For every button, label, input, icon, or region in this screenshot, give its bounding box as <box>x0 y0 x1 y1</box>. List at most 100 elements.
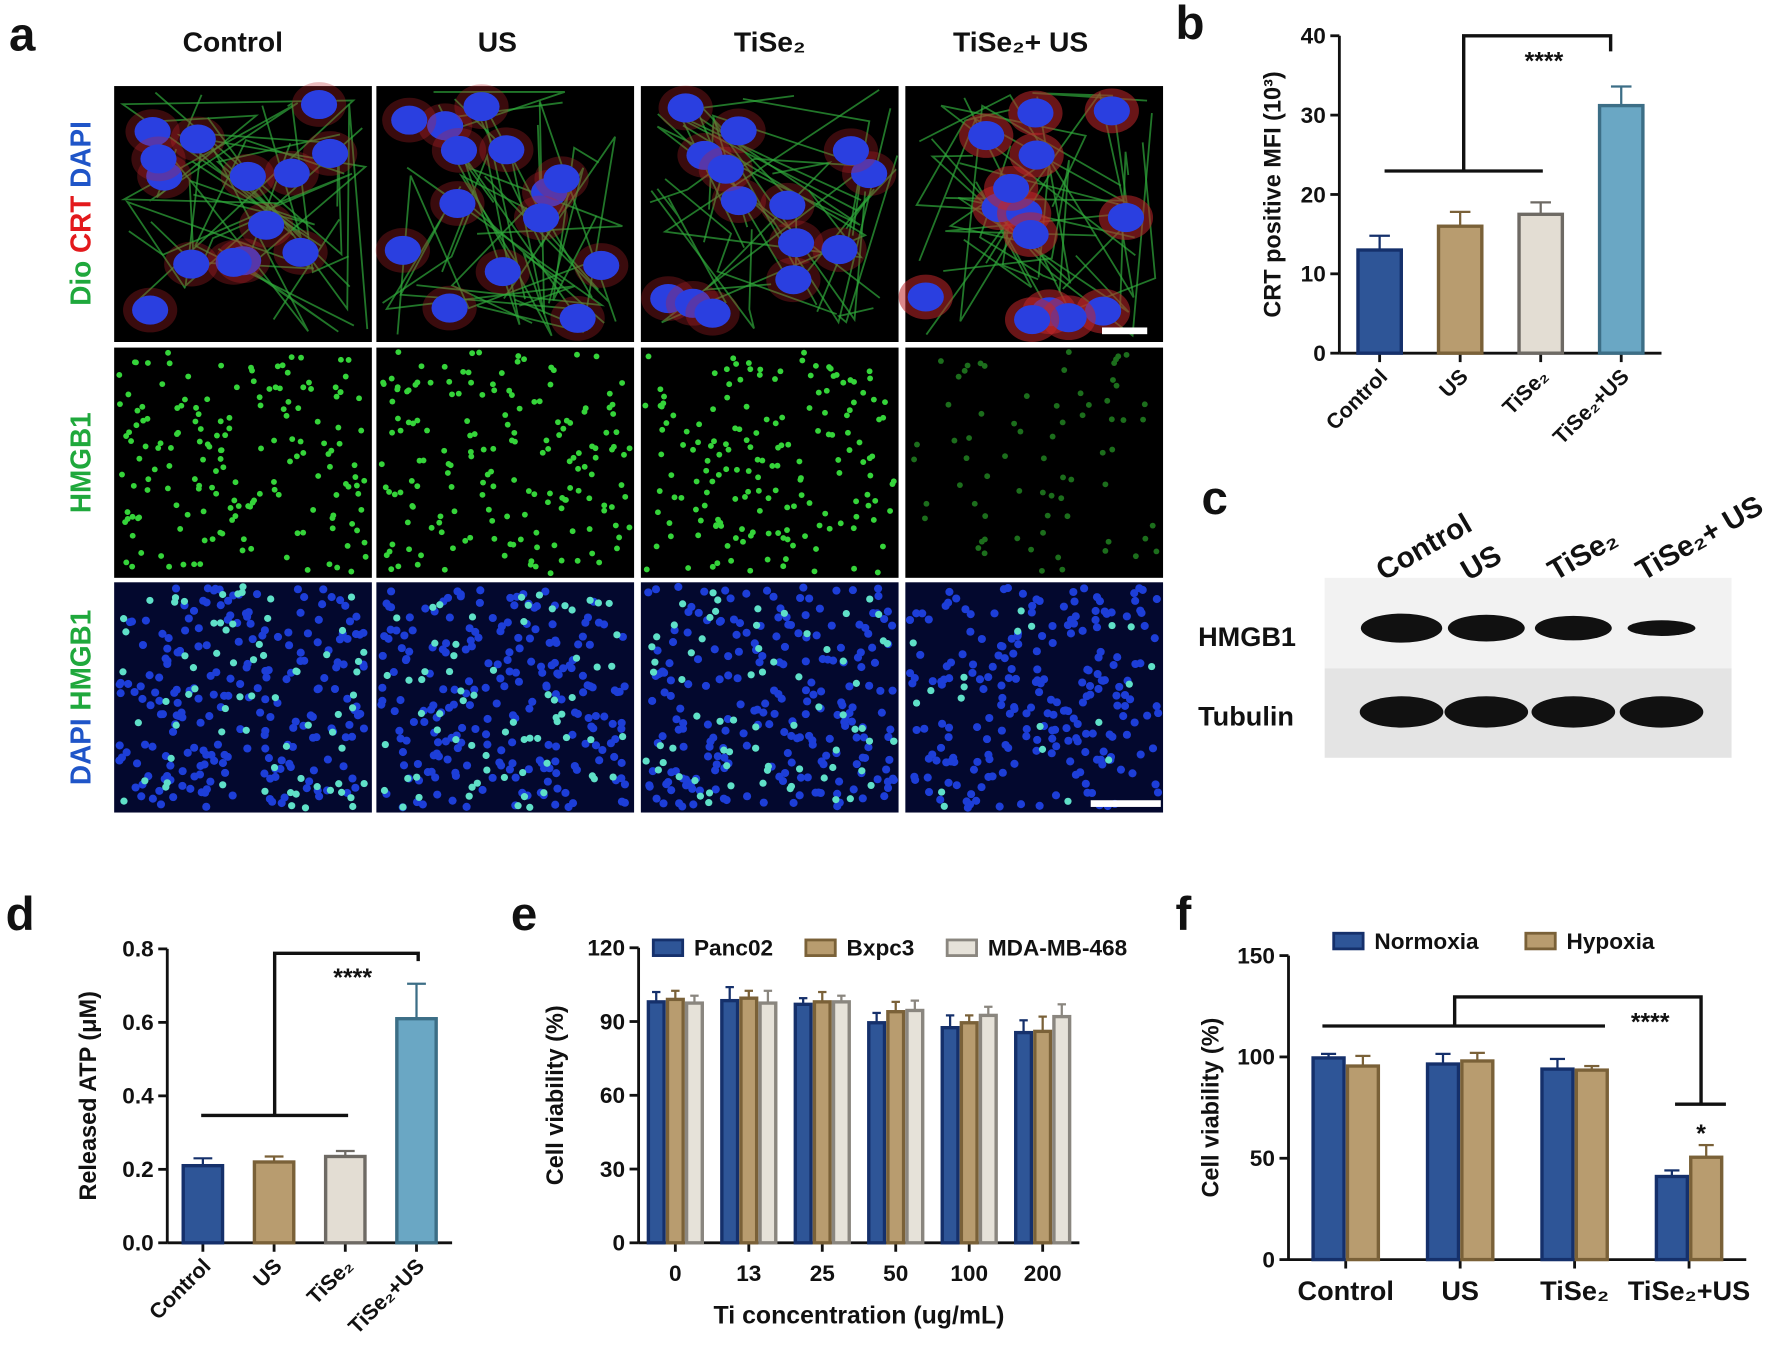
nucleus-dot <box>766 495 772 501</box>
nucleus-dot <box>726 447 732 453</box>
nucleus-dot <box>827 526 833 532</box>
nucleus-dot <box>695 439 701 445</box>
nucleus-dot <box>305 567 311 573</box>
nucleus-dot <box>358 428 364 434</box>
nucleus-dot <box>663 420 669 426</box>
nucleus-dot <box>1068 477 1074 483</box>
nucleus-dot <box>847 795 854 802</box>
nucleus-dot <box>234 384 240 390</box>
nucleus-dot <box>508 738 516 746</box>
nucleus-dot <box>770 686 778 694</box>
nucleus-dot <box>125 509 131 515</box>
nucleus-dot <box>1089 730 1097 738</box>
nucleus-dot <box>387 626 395 634</box>
nucleus <box>274 159 310 188</box>
nucleus-dot <box>196 771 204 779</box>
nucleus-dot <box>404 389 410 395</box>
bar <box>834 1002 850 1243</box>
nucleus-dot <box>808 736 816 744</box>
nucleus-dot <box>573 766 581 774</box>
nucleus-dot <box>653 633 660 640</box>
nucleus-dot <box>720 795 728 803</box>
nucleus-dot <box>705 743 713 751</box>
nucleus-dot <box>243 744 251 752</box>
nucleus-dot <box>308 386 314 392</box>
nucleus-dot <box>809 691 817 699</box>
nucleus-dot <box>119 472 125 478</box>
nucleus-dot <box>130 533 136 539</box>
row-label-word: Dio <box>65 261 96 306</box>
nucleus-dot <box>1083 789 1091 797</box>
nucleus-dot <box>938 358 944 364</box>
nucleus-dot <box>247 620 255 628</box>
nucleus-dot <box>158 630 166 638</box>
nucleus-dot <box>667 768 675 776</box>
nucleus-dot <box>690 447 696 453</box>
nucleus <box>523 203 559 232</box>
nucleus-dot <box>155 697 163 705</box>
nucleus-dot <box>1128 769 1136 777</box>
nucleus-dot <box>493 700 501 708</box>
nucleus-dot <box>867 455 873 461</box>
nucleus-dot <box>469 613 476 620</box>
nucleus-dot <box>151 688 159 696</box>
nucleus-dot <box>964 455 970 461</box>
nucleus-dot <box>787 621 795 629</box>
nucleus <box>216 248 252 277</box>
nucleus-dot <box>389 430 395 436</box>
nucleus-dot <box>276 492 282 498</box>
nucleus-dot <box>507 541 513 547</box>
nucleus-dot <box>515 678 523 686</box>
nucleus-dot <box>610 411 616 417</box>
nucleus-dot <box>968 669 976 677</box>
nucleus <box>720 116 756 145</box>
nucleus-dot <box>999 769 1007 777</box>
nucleus-dot <box>709 734 717 742</box>
nucleus-dot <box>756 488 762 494</box>
nucleus-dot <box>453 587 461 595</box>
nucleus-dot <box>1106 539 1112 545</box>
nucleus-dot <box>817 523 823 529</box>
nucleus-dot <box>858 767 865 774</box>
nucleus-dot <box>603 430 609 436</box>
nucleus-dot <box>944 779 952 787</box>
nucleus-dot <box>505 648 513 656</box>
nucleus-dot <box>512 774 520 782</box>
bar <box>254 1162 293 1243</box>
nucleus-dot <box>669 638 677 646</box>
nucleus-dot <box>1109 447 1115 453</box>
nucleus-dot <box>162 655 170 663</box>
nucleus-dot <box>867 473 873 479</box>
nucleus-dot <box>224 692 232 700</box>
nucleus-dot <box>695 609 703 617</box>
nucleus-dot <box>1110 661 1118 669</box>
nucleus-dot <box>295 405 301 411</box>
panel-label: b <box>1175 0 1204 50</box>
nucleus-dot <box>157 710 165 718</box>
nucleus-dot <box>772 632 780 640</box>
nucleus-dot <box>205 712 213 720</box>
nucleus-dot <box>860 459 866 465</box>
nucleus-dot <box>446 668 453 675</box>
nucleus-dot <box>352 474 358 480</box>
nucleus-dot <box>285 370 291 376</box>
nucleus-dot <box>346 357 352 363</box>
nucleus-dot <box>1100 450 1106 456</box>
nucleus-dot <box>657 488 663 494</box>
nucleus-dot <box>972 501 978 507</box>
x-tick-label: 50 <box>883 1261 908 1286</box>
nucleus-dot <box>1100 748 1108 756</box>
nucleus-dot <box>510 601 518 609</box>
nucleus-dot <box>1010 703 1018 711</box>
nucleus-dot <box>824 388 830 394</box>
nucleus-dot <box>868 644 876 652</box>
nucleus-dot <box>145 487 151 493</box>
nucleus-dot <box>518 594 525 601</box>
nucleus <box>439 189 475 218</box>
nucleus-dot <box>446 614 454 622</box>
nucleus-dot <box>769 593 777 601</box>
nucleus-dot <box>746 360 752 366</box>
nucleus-dot <box>684 608 692 616</box>
nucleus-dot <box>724 366 730 372</box>
nucleus-dot <box>442 364 448 370</box>
